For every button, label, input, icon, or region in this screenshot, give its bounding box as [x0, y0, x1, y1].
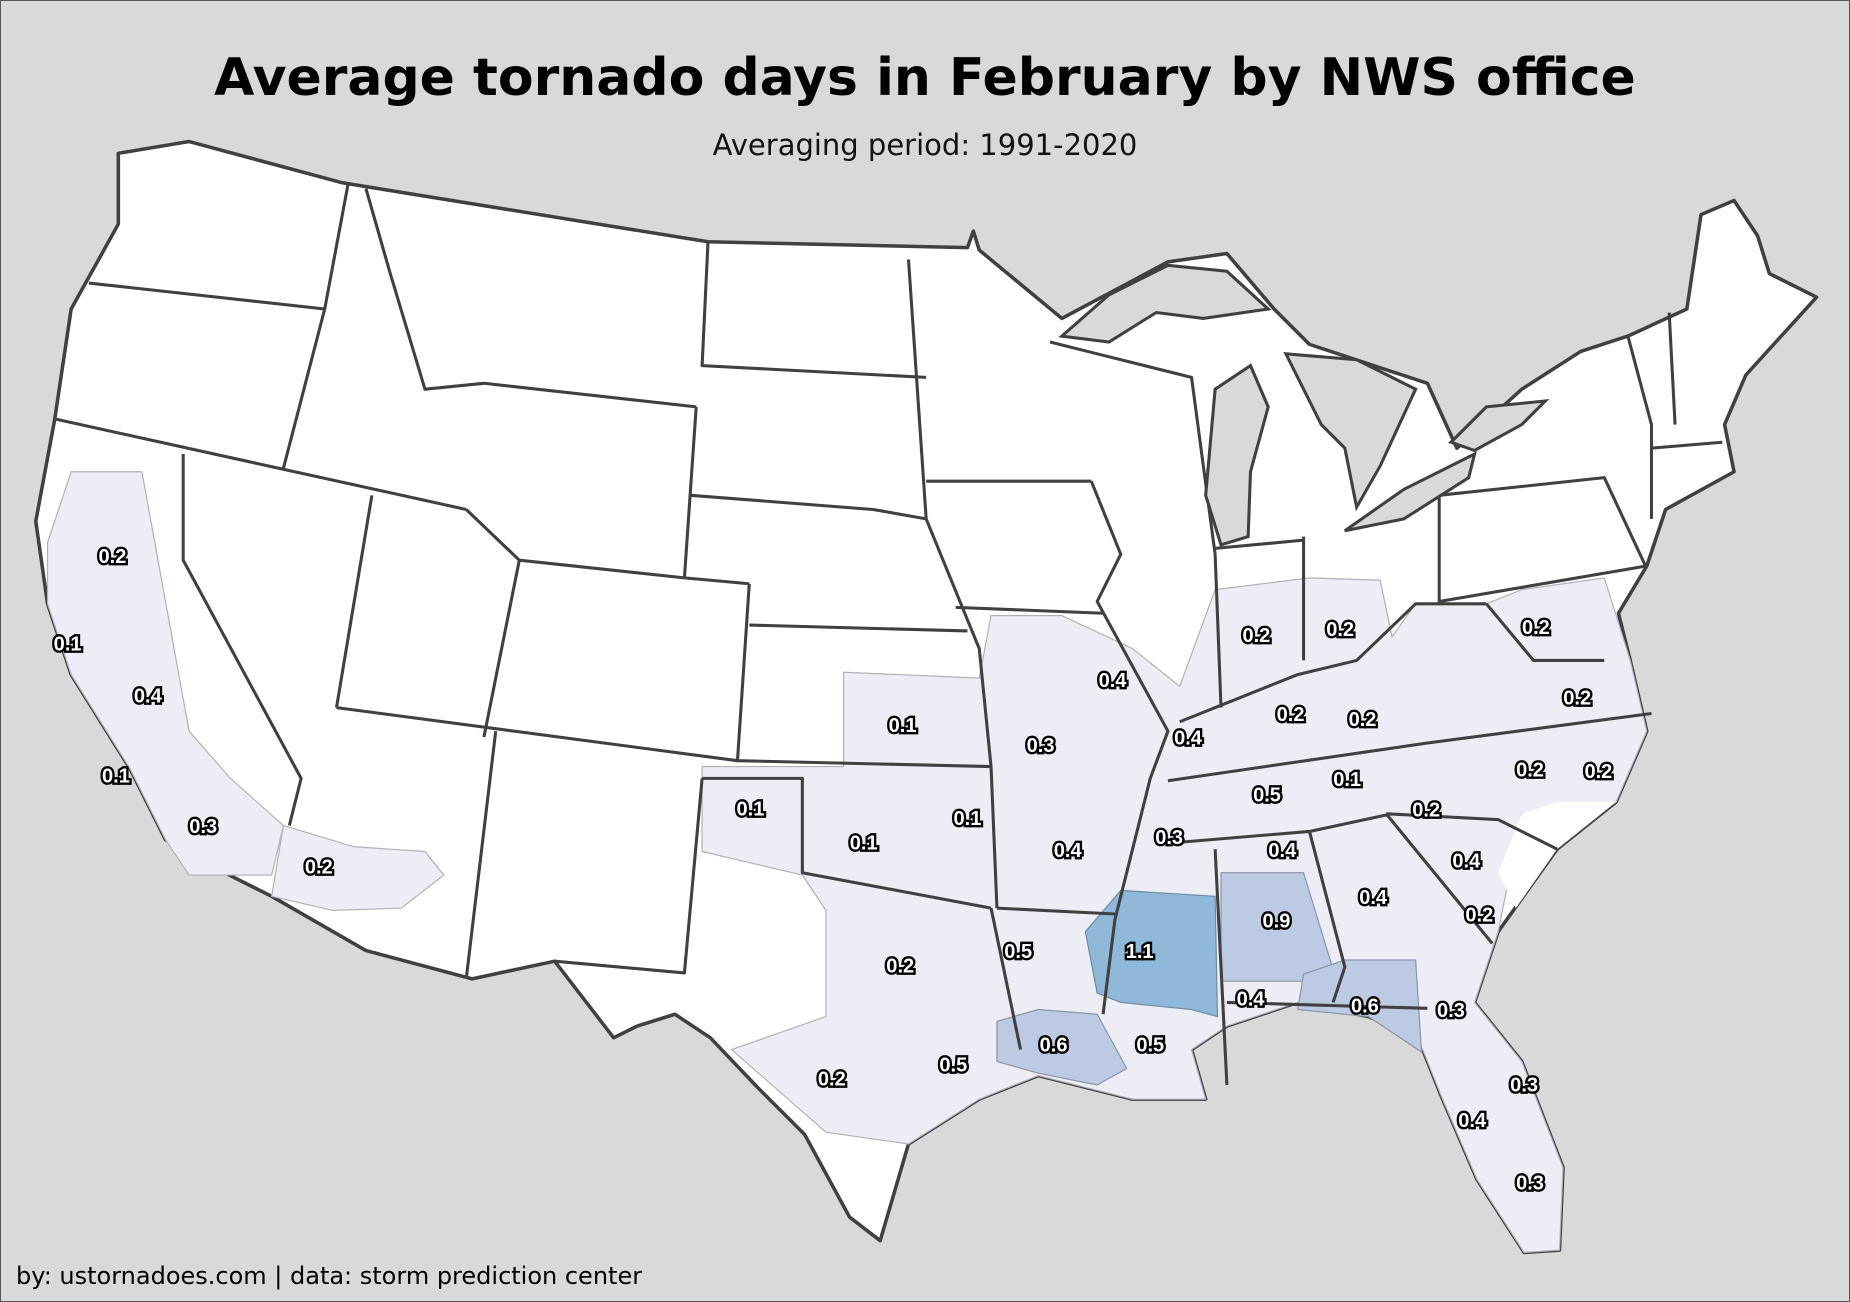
label-value: 0.4 — [1054, 840, 1083, 862]
label-value: 0.4 — [1099, 670, 1128, 692]
region-mississippi — [1084, 889, 1219, 1018]
value-labels: 0.2 0.1 0.4 0.1 0.3 0.2 0.1 0.1 0.1 0.1 … — [51, 544, 1614, 1197]
label-value: 1.1 — [1126, 941, 1154, 963]
label-value: 0.6 — [1040, 1034, 1068, 1056]
label-value: 0.2 — [1465, 905, 1493, 927]
label-value: 0.1 — [954, 808, 982, 830]
region-california — [46, 471, 285, 876]
label-value: 0.1 — [102, 765, 130, 787]
region-no-data-carolinas — [1498, 801, 1617, 909]
region-arizona — [270, 824, 445, 912]
label-value: 0.2 — [1412, 800, 1440, 822]
label-value: 0.2 — [886, 955, 914, 977]
lake-michigan — [1204, 363, 1270, 547]
map-title: Average tornado days in February by NWS … — [214, 48, 1636, 108]
credit-footer: by: ustornadoes.com | data: storm predic… — [16, 1262, 643, 1290]
region-louisiana — [996, 1008, 1128, 1086]
label-value: 0.3 — [1027, 735, 1055, 757]
label-value: 0.2 — [1349, 709, 1377, 731]
label-value: 0.2 — [98, 546, 126, 568]
label-value: 0.5 — [1004, 941, 1032, 963]
label-value: 0.9 — [1263, 911, 1291, 933]
label-value: 0.2 — [1563, 688, 1591, 710]
lake-ontario — [1448, 399, 1550, 453]
label-value: 0.5 — [1253, 784, 1281, 806]
label-value: 0.1 — [889, 715, 917, 737]
label-value: 0.5 — [1136, 1034, 1164, 1056]
label-value: 0.3 — [1437, 1000, 1465, 1022]
label-value: 0.2 — [1522, 617, 1550, 639]
label-value: 0.1 — [737, 799, 765, 821]
label-value: 0.1 — [1333, 769, 1361, 791]
label-value: 0.2 — [1277, 704, 1305, 726]
map-subtitle: Averaging period: 1991-2020 — [712, 128, 1138, 162]
label-value: 0.3 — [1155, 827, 1183, 849]
label-value: 0.4 — [1359, 887, 1388, 909]
great-lakes — [1058, 263, 1550, 547]
lake-superior — [1058, 263, 1272, 344]
lake-huron — [1283, 352, 1418, 512]
state-borders — [53, 182, 1723, 1086]
label-value: 0.6 — [1351, 995, 1379, 1017]
label-value: 0.2 — [1326, 619, 1354, 641]
label-value: 0.4 — [1452, 850, 1481, 872]
label-value: 0.2 — [1516, 760, 1544, 782]
label-value: 0.1 — [54, 633, 82, 655]
label-value: 0.2 — [1584, 761, 1612, 783]
label-value: 0.3 — [1516, 1172, 1544, 1194]
label-value: 0.3 — [189, 816, 217, 838]
label-value: 0.2 — [818, 1069, 846, 1091]
label-value: 0.4 — [1458, 1110, 1487, 1132]
label-value: 0.1 — [850, 833, 878, 855]
lake-erie — [1343, 451, 1477, 533]
label-value: 0.2 — [1242, 625, 1270, 647]
label-value: 0.4 — [1268, 840, 1297, 862]
label-value: 0.3 — [1510, 1074, 1538, 1096]
label-value: 0.4 — [1174, 728, 1203, 750]
label-value: 0.4 — [1237, 988, 1266, 1010]
label-value: 0.5 — [939, 1054, 967, 1076]
label-value: 0.2 — [305, 856, 333, 878]
label-value: 0.4 — [134, 685, 163, 707]
